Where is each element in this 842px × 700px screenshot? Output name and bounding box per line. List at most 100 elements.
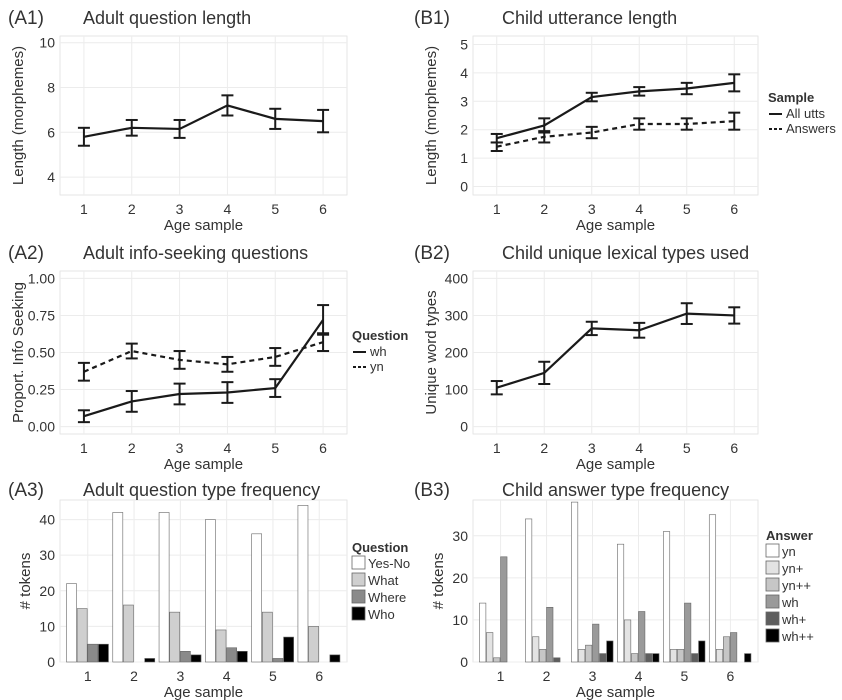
y-tick-label: 0	[460, 654, 468, 670]
x-tick-label: 3	[176, 201, 184, 217]
x-tick-label: 1	[80, 440, 88, 456]
bar-who	[98, 643, 109, 663]
bar-what	[261, 611, 273, 663]
x-tick-label: 2	[128, 440, 136, 456]
bar-yn	[571, 501, 579, 663]
x-tick-label: 6	[315, 668, 323, 684]
panel-tag: (B1)	[414, 8, 450, 29]
legend-key-swatch	[765, 577, 780, 592]
x-tick-label: 2	[540, 440, 548, 456]
y-tick-label: 3	[460, 93, 468, 109]
bar-wh+	[599, 653, 607, 663]
legend-title: Sample	[768, 90, 814, 105]
x-tick-label: 4	[224, 440, 232, 456]
x-tick-label: 5	[683, 440, 691, 456]
y-tick-label: 0.25	[28, 382, 55, 398]
x-tick-label: 3	[588, 201, 596, 217]
x-tick-label: 4	[224, 201, 232, 217]
x-tick-label: 5	[271, 440, 279, 456]
bar-what	[169, 611, 181, 663]
bar-yes-no	[112, 512, 124, 663]
y-tick-label: 5	[460, 37, 468, 53]
x-tick-label: 3	[176, 668, 184, 684]
bar-yn++	[677, 649, 685, 663]
plot-panel	[472, 35, 759, 196]
x-tick-label: 1	[84, 668, 92, 684]
legend-item-label: yn++	[782, 578, 811, 593]
bar-who	[329, 654, 341, 663]
x-tick-label: 6	[319, 201, 327, 217]
panel-tag: (B2)	[414, 243, 450, 264]
y-tick-label: 400	[445, 270, 469, 286]
series-line-main	[83, 104, 324, 138]
y-tick-label: 40	[39, 512, 55, 528]
x-tick-label: 6	[727, 668, 735, 684]
legend-item-label: All utts	[786, 106, 826, 121]
x-tick-label: 5	[269, 668, 277, 684]
y-tick-label: 6	[47, 124, 55, 140]
bar-wh	[684, 602, 692, 663]
y-axis-label: Proport. Info Seeking	[10, 282, 27, 423]
series-line-Answers	[496, 120, 735, 148]
x-tick-label: 6	[730, 440, 738, 456]
panel-title: Adult question length	[83, 8, 251, 28]
bar-yes-no	[66, 583, 77, 663]
x-tick-label: 1	[80, 201, 88, 217]
series-line-main	[496, 312, 735, 389]
series-line-All utts	[496, 81, 735, 140]
y-tick-label: 8	[47, 80, 55, 96]
legend-key-swatch	[351, 589, 366, 604]
y-tick-label: 0	[460, 178, 468, 194]
bar-wh++	[744, 653, 752, 663]
legend-title: Question	[352, 328, 408, 343]
bar-yes-no	[158, 512, 170, 663]
y-tick-label: 200	[445, 345, 469, 361]
y-tick-label: 10	[39, 618, 55, 634]
legend-item-label: wh	[369, 344, 387, 359]
bar-yn	[525, 518, 533, 663]
bar-yn++	[539, 649, 547, 663]
legend-title: Question	[352, 540, 408, 555]
x-tick-label: 5	[271, 201, 279, 217]
x-axis-label: Age sample	[164, 456, 243, 473]
bar-wh	[500, 556, 508, 663]
y-tick-label: 0.00	[28, 419, 55, 435]
bar-yn+	[532, 636, 540, 663]
legend-key-swatch	[351, 606, 366, 621]
bar-wh	[546, 606, 554, 663]
legend-key-swatch	[351, 555, 366, 570]
panel-tag: (A1)	[8, 8, 44, 29]
y-tick-label: 2	[460, 122, 468, 138]
panel-title: Child unique lexical types used	[502, 243, 749, 263]
x-axis-label: Age sample	[576, 684, 655, 700]
legend-title: Answer	[766, 528, 813, 543]
x-axis-label: Age sample	[164, 217, 243, 234]
x-tick-label: 6	[319, 440, 327, 456]
bar-where	[272, 658, 284, 663]
bar-yn	[663, 531, 671, 663]
chart-a2: 0.00 0.25 0.50 0.75 1.00 1 2 3 4 5 6 Age sample Prop…	[8, 243, 408, 473]
bar-yn+	[578, 649, 586, 663]
x-tick-label: 1	[493, 440, 501, 456]
x-tick-label: 1	[497, 668, 505, 684]
bar-yn++	[493, 657, 501, 663]
y-tick-label: 10	[452, 612, 468, 628]
y-tick-label: 1	[460, 150, 468, 166]
y-tick-label: 0	[460, 419, 468, 435]
bar-who	[283, 636, 294, 663]
bar-wh	[730, 632, 738, 663]
bar-yes-no	[297, 505, 309, 663]
bar-wh	[592, 623, 600, 663]
legend-item-label: Answers	[786, 121, 836, 136]
legend-item-label: Who	[368, 607, 395, 622]
y-tick-label: 30	[452, 528, 468, 544]
x-tick-label: 4	[635, 440, 643, 456]
y-tick-label: 300	[445, 307, 469, 323]
panel-title: Child utterance length	[502, 8, 677, 28]
